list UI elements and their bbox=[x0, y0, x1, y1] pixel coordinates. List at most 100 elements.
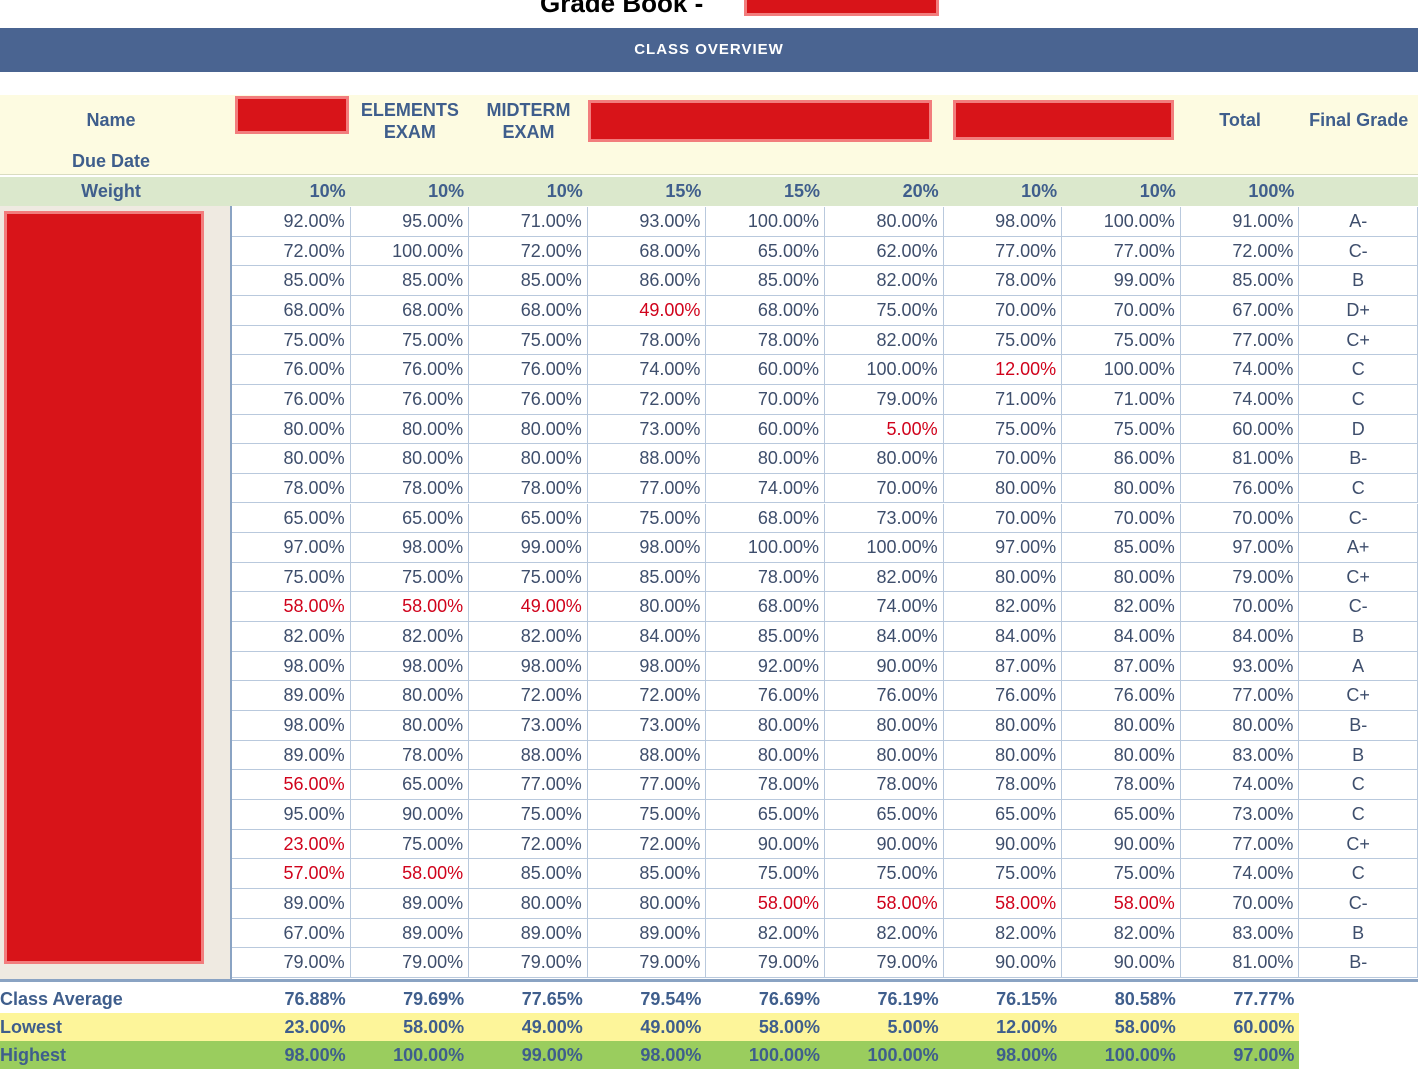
score-cell: 80.00% bbox=[587, 888, 707, 919]
score-cell: 97.00% bbox=[232, 533, 351, 563]
score-cell: 82.00% bbox=[825, 918, 944, 949]
score-cell: 75.00% bbox=[232, 325, 351, 356]
score-cell: 85.00% bbox=[1062, 533, 1181, 563]
header: Total bbox=[1219, 110, 1261, 130]
score-cell: 58.00% bbox=[706, 888, 825, 919]
score-cell: 88.00% bbox=[587, 740, 707, 771]
score-cell: 83.00% bbox=[1180, 918, 1300, 949]
score-cell: 92.00% bbox=[232, 207, 351, 237]
score-cell: 72.00% bbox=[469, 681, 588, 712]
weight-label: Weight bbox=[81, 181, 141, 201]
score-cell: 98.00% bbox=[232, 651, 351, 682]
score-cell: 67.00% bbox=[232, 918, 351, 949]
score-cell: 70.00% bbox=[943, 295, 1063, 326]
score-cell: 75.00% bbox=[706, 859, 825, 889]
score-cell: 75.00% bbox=[469, 800, 588, 830]
score-cell: 75.00% bbox=[943, 414, 1063, 445]
score-cell: 80.00% bbox=[943, 711, 1063, 741]
score-cell: 90.00% bbox=[1062, 829, 1181, 860]
score-cell: 68.00% bbox=[706, 295, 825, 326]
score-cell: 82.00% bbox=[706, 918, 825, 949]
score-cell: 78.00% bbox=[943, 770, 1063, 800]
summary-value: 76.69% bbox=[758, 989, 820, 1009]
summary-value: 98.00% bbox=[640, 1045, 702, 1065]
score-cell: 89.00% bbox=[350, 888, 470, 919]
summary-value: 23.00% bbox=[284, 1017, 346, 1037]
redaction bbox=[588, 100, 932, 142]
score-cell: 75.00% bbox=[469, 325, 588, 356]
summary-value: 5.00% bbox=[887, 1017, 939, 1037]
score-cell: 58.00% bbox=[350, 859, 470, 889]
summary-value: 58.00% bbox=[758, 1017, 820, 1037]
banner bbox=[0, 28, 1418, 72]
score-cell: 70.00% bbox=[825, 473, 944, 504]
score-cell: 100.00% bbox=[825, 355, 944, 385]
score-cell: 65.00% bbox=[706, 236, 825, 267]
score-cell: 89.00% bbox=[232, 681, 351, 712]
summary-value: 100.00% bbox=[748, 1045, 820, 1065]
score-cell: 78.00% bbox=[706, 325, 825, 356]
score-cell: 100.00% bbox=[1062, 355, 1181, 385]
score-cell: 82.00% bbox=[1062, 918, 1181, 949]
score-cell: 71.00% bbox=[1062, 384, 1181, 415]
score-cell: 72.00% bbox=[1180, 236, 1300, 267]
score-cell: 80.00% bbox=[350, 711, 470, 741]
summary-value: 97.00% bbox=[1233, 1045, 1295, 1065]
score-cell: 82.00% bbox=[232, 622, 351, 652]
score-cell: 65.00% bbox=[350, 770, 470, 800]
score-cell: 80.00% bbox=[1062, 740, 1181, 771]
score-cell: 81.00% bbox=[1180, 444, 1300, 474]
final-grade: B- bbox=[1299, 711, 1418, 741]
final-grade: C bbox=[1299, 859, 1418, 889]
score-cell: 12.00% bbox=[943, 355, 1063, 385]
final-grade: B bbox=[1299, 266, 1418, 296]
score-cell: 82.00% bbox=[1062, 592, 1181, 623]
score-cell: 71.00% bbox=[943, 384, 1063, 415]
score-cell: 68.00% bbox=[469, 295, 588, 326]
score-cell: 84.00% bbox=[1062, 622, 1181, 652]
score-cell: 93.00% bbox=[1180, 651, 1300, 682]
score-cell: 90.00% bbox=[706, 829, 825, 860]
score-cell: 79.00% bbox=[825, 948, 944, 978]
final-grade: C bbox=[1299, 355, 1418, 385]
score-cell: 79.00% bbox=[1180, 562, 1300, 593]
score-cell: 99.00% bbox=[469, 533, 588, 563]
score-cell: 65.00% bbox=[706, 800, 825, 830]
redaction bbox=[953, 100, 1174, 140]
score-cell: 91.00% bbox=[1180, 207, 1300, 237]
score-cell: 98.00% bbox=[943, 207, 1063, 237]
score-cell: 89.00% bbox=[469, 918, 588, 949]
score-cell: 80.00% bbox=[943, 562, 1063, 593]
summary-value: 58.00% bbox=[1114, 1017, 1176, 1037]
score-cell: 98.00% bbox=[232, 711, 351, 741]
final-grade: B- bbox=[1299, 948, 1418, 978]
score-cell: 80.00% bbox=[1062, 562, 1181, 593]
score-cell: 77.00% bbox=[1180, 325, 1300, 356]
score-cell: 98.00% bbox=[350, 651, 470, 682]
due-date-label: Due Date bbox=[71, 151, 151, 171]
score-cell: 73.00% bbox=[587, 414, 707, 445]
summary-value: 79.69% bbox=[403, 989, 465, 1009]
score-cell: 73.00% bbox=[825, 503, 944, 534]
score-cell: 70.00% bbox=[1180, 592, 1300, 623]
score-cell: 76.00% bbox=[1062, 681, 1181, 712]
score-cell: 75.00% bbox=[943, 859, 1063, 889]
score-cell: 80.00% bbox=[1062, 711, 1181, 741]
score-cell: 71.00% bbox=[469, 207, 588, 237]
score-cell: 75.00% bbox=[232, 562, 351, 593]
score-cell: 76.00% bbox=[1180, 473, 1300, 504]
header-name: Name bbox=[86, 110, 136, 130]
final-grade: C- bbox=[1299, 503, 1418, 534]
score-cell: 80.00% bbox=[587, 592, 707, 623]
summary-value: 98.00% bbox=[996, 1045, 1058, 1065]
final-grade: C bbox=[1299, 473, 1418, 504]
score-cell: 90.00% bbox=[825, 651, 944, 682]
summary-value: 100.00% bbox=[867, 1045, 939, 1065]
weight: 10% bbox=[1021, 181, 1058, 201]
score-cell: 76.00% bbox=[469, 355, 588, 385]
score-cell: 97.00% bbox=[943, 533, 1063, 563]
score-cell: 75.00% bbox=[587, 503, 707, 534]
score-cell: 80.00% bbox=[469, 444, 588, 474]
score-cell: 80.00% bbox=[232, 444, 351, 474]
